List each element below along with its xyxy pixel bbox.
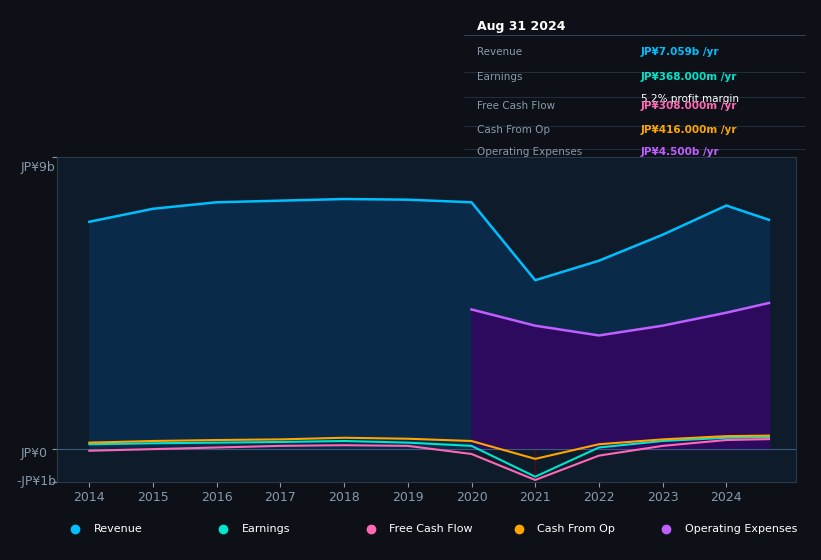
Text: Earnings: Earnings [241, 524, 290, 534]
Text: -JP¥1b: -JP¥1b [16, 475, 57, 488]
Text: JP¥368.000m /yr: JP¥368.000m /yr [641, 72, 737, 82]
Text: Earnings: Earnings [478, 72, 523, 82]
Text: Aug 31 2024: Aug 31 2024 [478, 20, 566, 34]
Text: JP¥308.000m /yr: JP¥308.000m /yr [641, 101, 737, 111]
Text: Revenue: Revenue [94, 524, 142, 534]
Text: Cash From Op: Cash From Op [478, 124, 551, 134]
Text: Revenue: Revenue [478, 47, 523, 57]
Text: JP¥416.000m /yr: JP¥416.000m /yr [641, 124, 737, 134]
Text: JP¥9b: JP¥9b [21, 161, 55, 175]
Text: Operating Expenses: Operating Expenses [685, 524, 797, 534]
Text: JP¥0: JP¥0 [21, 447, 48, 460]
Text: Cash From Op: Cash From Op [537, 524, 615, 534]
Text: 5.2% profit margin: 5.2% profit margin [641, 94, 739, 104]
Text: Free Cash Flow: Free Cash Flow [478, 101, 556, 111]
Text: JP¥4.500b /yr: JP¥4.500b /yr [641, 147, 720, 157]
Text: Free Cash Flow: Free Cash Flow [389, 524, 473, 534]
Text: Operating Expenses: Operating Expenses [478, 147, 583, 157]
Text: JP¥7.059b /yr: JP¥7.059b /yr [641, 47, 719, 57]
